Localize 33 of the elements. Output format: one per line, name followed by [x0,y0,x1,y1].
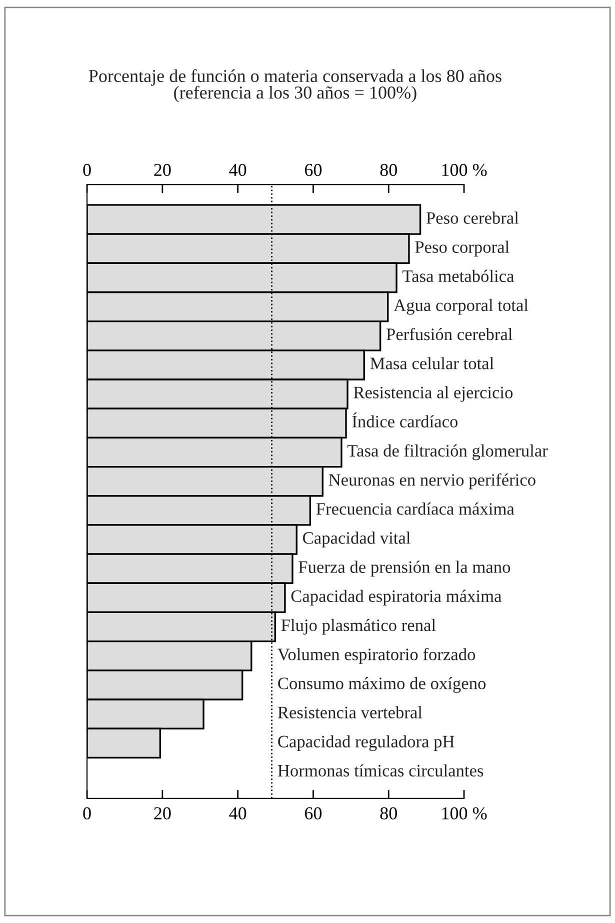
x-tick-label: 80 [380,807,397,820]
y-tick-label: Tasa metabólica [402,270,514,282]
y-tick-label: Fuerza de prensión en la mano [298,560,510,576]
x2-tick-label: 0 [83,164,91,176]
x-tick-label: 0 [83,807,91,820]
x2-tick-label: 20 [154,164,171,176]
y-tick-label: Índice cardíaco [352,412,458,428]
x2-tick-label: 100 % [442,164,487,176]
x2-tick-label: 60 [304,164,322,176]
y-tick-label: Capacidad reguladora pH [278,735,454,752]
y-tick-label: Volumen espiratorio forzado [278,648,476,664]
y-tick-label: Resistencia vertebral [278,706,422,718]
y-tick-label: Masa celular total [370,357,494,370]
y-tick-label: Capacidad espiratoria máxima [291,590,502,606]
x-tick-label: 100 % [442,807,487,820]
x2-tick-label: 80 [380,164,397,176]
y-tick-label: Capacidad vital [303,532,410,548]
chart-title: Porcentaje de función o materia conservada a los 80 años (referencia a los 30 años = 100%) [88,69,502,102]
y-tick-label: Frecuencia cardíaca máxima [316,502,514,515]
y-tick-label: Perfusión cerebral [386,328,512,340]
y-tick-label: Peso cerebral [426,212,519,224]
y-tick-label: Flujo plasmático renal [281,618,436,635]
y-tick-label: Peso corporal [415,240,510,256]
y-tick-label: Tasa de filtración glomerular [347,444,548,460]
y-tick-label: Consumo máximo de oxígeno [278,677,486,693]
x-tick-label: 60 [304,807,322,820]
x-tick-label: 20 [154,807,171,820]
y-tick-label: Neuronas en nervio periférico [328,473,536,490]
y-tick-label: Hormonas tímicas circulantes [278,764,484,777]
y-tick-label: Resistencia al ejercicio [354,386,513,402]
y-tick-label: Agua corporal total [394,298,528,315]
x2-tick-label: 40 [229,164,246,176]
x-tick-label: 40 [229,807,246,820]
